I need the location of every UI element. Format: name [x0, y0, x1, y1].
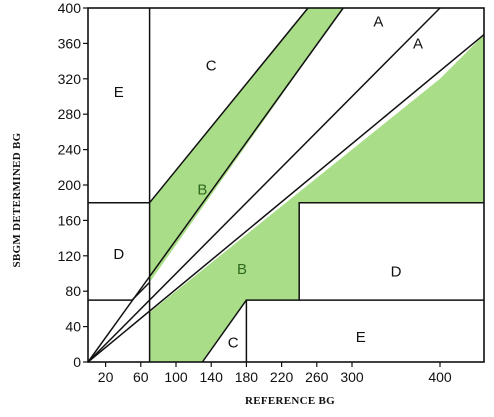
boundary-line-9 [245, 299, 484, 362]
y-tick-label: 0 [73, 354, 81, 370]
zone-label-b: B [197, 181, 207, 198]
boundary-line-7 [88, 281, 151, 301]
boundary-line-10 [298, 201, 484, 301]
boundary-line-3 [87, 34, 485, 363]
y-tick-label: 120 [58, 248, 82, 264]
x-axis-title: REFERENCE BG [245, 395, 335, 407]
y-axis-title: SBGM DETERMINED BG [11, 132, 23, 267]
x-axis-ticks: 20 60 100 140 180 220 260 300 400 [98, 362, 452, 385]
y-tick-label: 240 [58, 142, 82, 158]
boundary-line-4 [149, 7, 309, 204]
zone-b-region-1 [149, 8, 344, 283]
shaded-regions [149, 8, 484, 362]
y-tick-label: 360 [58, 35, 82, 51]
y-tick-label: 40 [65, 319, 81, 335]
zone-label-a: A [373, 13, 383, 30]
boundary-line-2 [87, 7, 441, 363]
zone-b-region-2 [149, 34, 484, 362]
zone-label-b: B [237, 261, 247, 278]
zone-label-e: E [356, 329, 366, 346]
x-tick-label: 180 [235, 369, 259, 385]
x-tick-label: 260 [305, 369, 329, 385]
y-tick-label: 280 [58, 106, 82, 122]
zone-label-c: C [206, 58, 217, 75]
y-tick-label: 200 [58, 177, 82, 193]
boundary-line-1 [87, 7, 344, 363]
x-tick-label: 400 [428, 369, 452, 385]
y-axis-ticks: 0 40 80 120 160 200 240 280 320 360 400 [58, 0, 88, 370]
y-tick-label: 80 [65, 283, 81, 299]
x-tick-label: 60 [133, 369, 149, 385]
zone-label-e: E [114, 84, 124, 101]
zone-label-c: C [228, 335, 239, 352]
zone-boundaries [87, 7, 485, 363]
zone-label-d: D [391, 264, 402, 281]
y-tick-label: 320 [58, 71, 82, 87]
zone-labels: A A B B C C D D E E [113, 13, 423, 351]
y-tick-label: 400 [58, 0, 82, 16]
y-tick-label: 160 [58, 212, 82, 228]
boundary-line-8 [201, 299, 248, 363]
x-tick-label: 220 [270, 369, 294, 385]
zone-label-a: A [413, 35, 423, 52]
x-tick-label: 100 [164, 369, 188, 385]
x-tick-label: 300 [340, 369, 364, 385]
x-tick-label: 20 [98, 369, 114, 385]
x-tick-label: 140 [200, 369, 224, 385]
zone-label-d: D [113, 246, 124, 263]
